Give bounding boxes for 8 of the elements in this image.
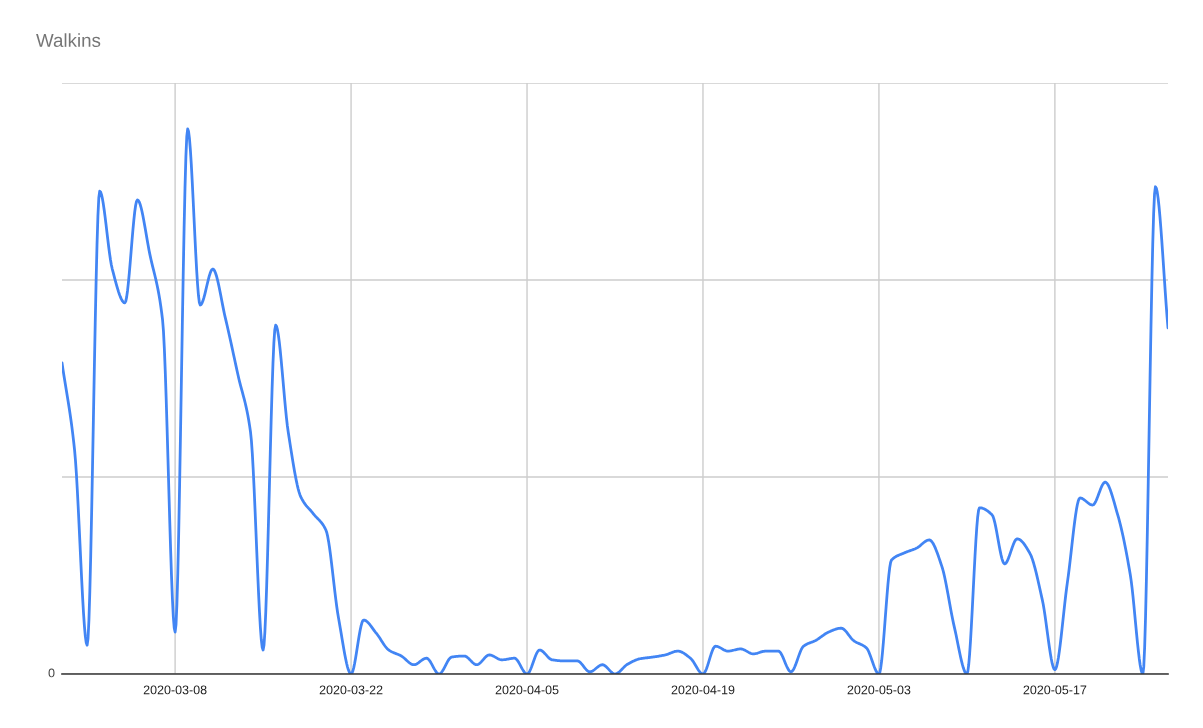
chart-title: Walkins: [36, 33, 101, 48]
x-tick-label: 2020-03-22: [319, 685, 383, 695]
x-tick-label: 2020-04-19: [671, 685, 735, 695]
x-tick-label: 2020-05-17: [1023, 685, 1087, 695]
x-tick-label: 2020-04-05: [495, 685, 559, 695]
x-tick-label: 2020-05-03: [847, 685, 911, 695]
x-tick-label: 2020-03-08: [143, 685, 207, 695]
text: 0: [48, 668, 55, 678]
